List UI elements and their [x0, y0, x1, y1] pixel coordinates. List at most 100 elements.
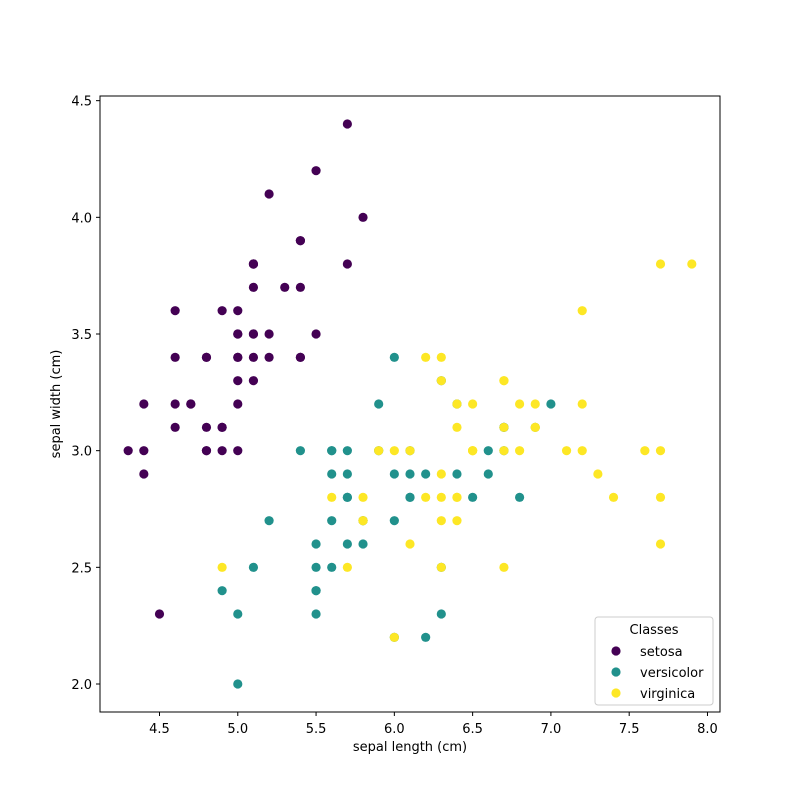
point-versicolor: [421, 469, 431, 479]
point-versicolor: [452, 469, 462, 479]
point-versicolor: [389, 516, 399, 526]
point-versicolor: [327, 446, 337, 456]
point-virginica: [436, 352, 446, 362]
point-virginica: [608, 492, 619, 502]
x-axis: 4.5 5.0 5.5 6.0 6.5 7.0 7.5 8.0: [149, 712, 718, 737]
point-versicolor: [483, 469, 493, 479]
point-virginica: [577, 446, 587, 456]
point-setosa: [217, 422, 227, 432]
point-virginica: [452, 516, 462, 526]
y-tick-label: 2.0: [71, 678, 92, 693]
point-virginica: [452, 399, 462, 409]
point-versicolor: [468, 492, 478, 502]
point-virginica: [515, 399, 525, 409]
point-virginica: [561, 446, 572, 456]
point-versicolor: [389, 469, 399, 479]
point-setosa: [233, 329, 243, 339]
point-setosa: [342, 259, 352, 269]
point-versicolor: [405, 469, 415, 479]
point-setosa: [295, 282, 305, 292]
point-setosa: [295, 352, 305, 362]
point-virginica: [577, 306, 587, 316]
legend: Classes setosa versicolor virginica: [594, 616, 714, 706]
point-virginica: [468, 446, 478, 456]
point-virginica: [655, 539, 666, 549]
legend-label-virginica: virginica: [640, 687, 695, 702]
point-setosa: [170, 306, 180, 316]
y-tick-label: 3.0: [71, 445, 92, 460]
point-virginica: [436, 469, 446, 479]
point-virginica: [640, 446, 650, 456]
point-setosa: [170, 422, 180, 432]
point-virginica: [655, 492, 666, 502]
point-virginica: [389, 632, 399, 642]
point-versicolor: [374, 399, 384, 409]
legend-entries: setosa versicolor virginica: [611, 645, 704, 702]
point-setosa: [280, 282, 290, 292]
point-versicolor: [311, 562, 321, 572]
point-setosa: [186, 399, 196, 409]
x-tick-label: 5.0: [227, 722, 248, 737]
point-setosa: [311, 166, 321, 176]
point-versicolor: [311, 586, 321, 596]
legend-marker-versicolor: [611, 667, 621, 677]
point-setosa: [217, 446, 227, 456]
y-tick-label: 3.5: [71, 328, 92, 343]
point-versicolor: [233, 609, 243, 619]
point-setosa: [201, 352, 212, 362]
point-versicolor: [342, 469, 352, 479]
point-setosa: [217, 306, 227, 316]
point-virginica: [499, 446, 509, 456]
point-setosa: [139, 399, 149, 409]
point-setosa: [170, 352, 180, 362]
point-virginica: [530, 422, 540, 432]
point-setosa: [358, 212, 368, 222]
point-setosa: [123, 446, 133, 456]
x-tick-label: 4.5: [149, 722, 170, 737]
point-setosa: [264, 189, 274, 199]
point-virginica: [515, 446, 525, 456]
point-versicolor: [327, 562, 337, 572]
point-versicolor: [327, 469, 337, 479]
point-virginica: [436, 376, 446, 386]
point-versicolor: [546, 399, 556, 409]
point-setosa: [170, 399, 180, 409]
point-virginica: [577, 399, 587, 409]
point-setosa: [264, 352, 274, 362]
point-versicolor: [358, 539, 368, 549]
point-versicolor: [295, 446, 305, 456]
point-setosa: [233, 306, 243, 316]
point-versicolor: [311, 539, 321, 549]
point-virginica: [687, 259, 697, 269]
point-setosa: [295, 236, 305, 246]
point-setosa: [264, 329, 274, 339]
point-virginica: [342, 562, 352, 572]
x-axis-label: sepal length (cm): [353, 740, 467, 755]
point-setosa: [248, 352, 259, 362]
x-tick-label: 8.0: [697, 722, 718, 737]
point-setosa: [201, 422, 212, 432]
point-versicolor: [405, 492, 415, 502]
legend-box: [594, 616, 714, 706]
point-virginica: [452, 422, 462, 432]
point-virginica: [530, 399, 540, 409]
point-virginica: [468, 399, 478, 409]
point-setosa: [248, 259, 259, 269]
point-virginica: [655, 446, 666, 456]
point-virginica: [405, 446, 415, 456]
point-virginica: [405, 539, 415, 549]
point-setosa: [154, 609, 165, 619]
point-setosa: [248, 282, 259, 292]
point-virginica: [655, 259, 666, 269]
points-layer: [123, 119, 697, 689]
point-virginica: [327, 492, 337, 502]
point-virginica: [421, 352, 431, 362]
point-versicolor: [342, 539, 352, 549]
point-virginica: [499, 376, 509, 386]
plot-frame: [99, 95, 721, 713]
point-setosa: [248, 376, 259, 386]
point-versicolor: [264, 516, 274, 526]
point-setosa: [201, 446, 212, 456]
point-virginica: [421, 492, 431, 502]
legend-title: Classes: [630, 623, 679, 638]
